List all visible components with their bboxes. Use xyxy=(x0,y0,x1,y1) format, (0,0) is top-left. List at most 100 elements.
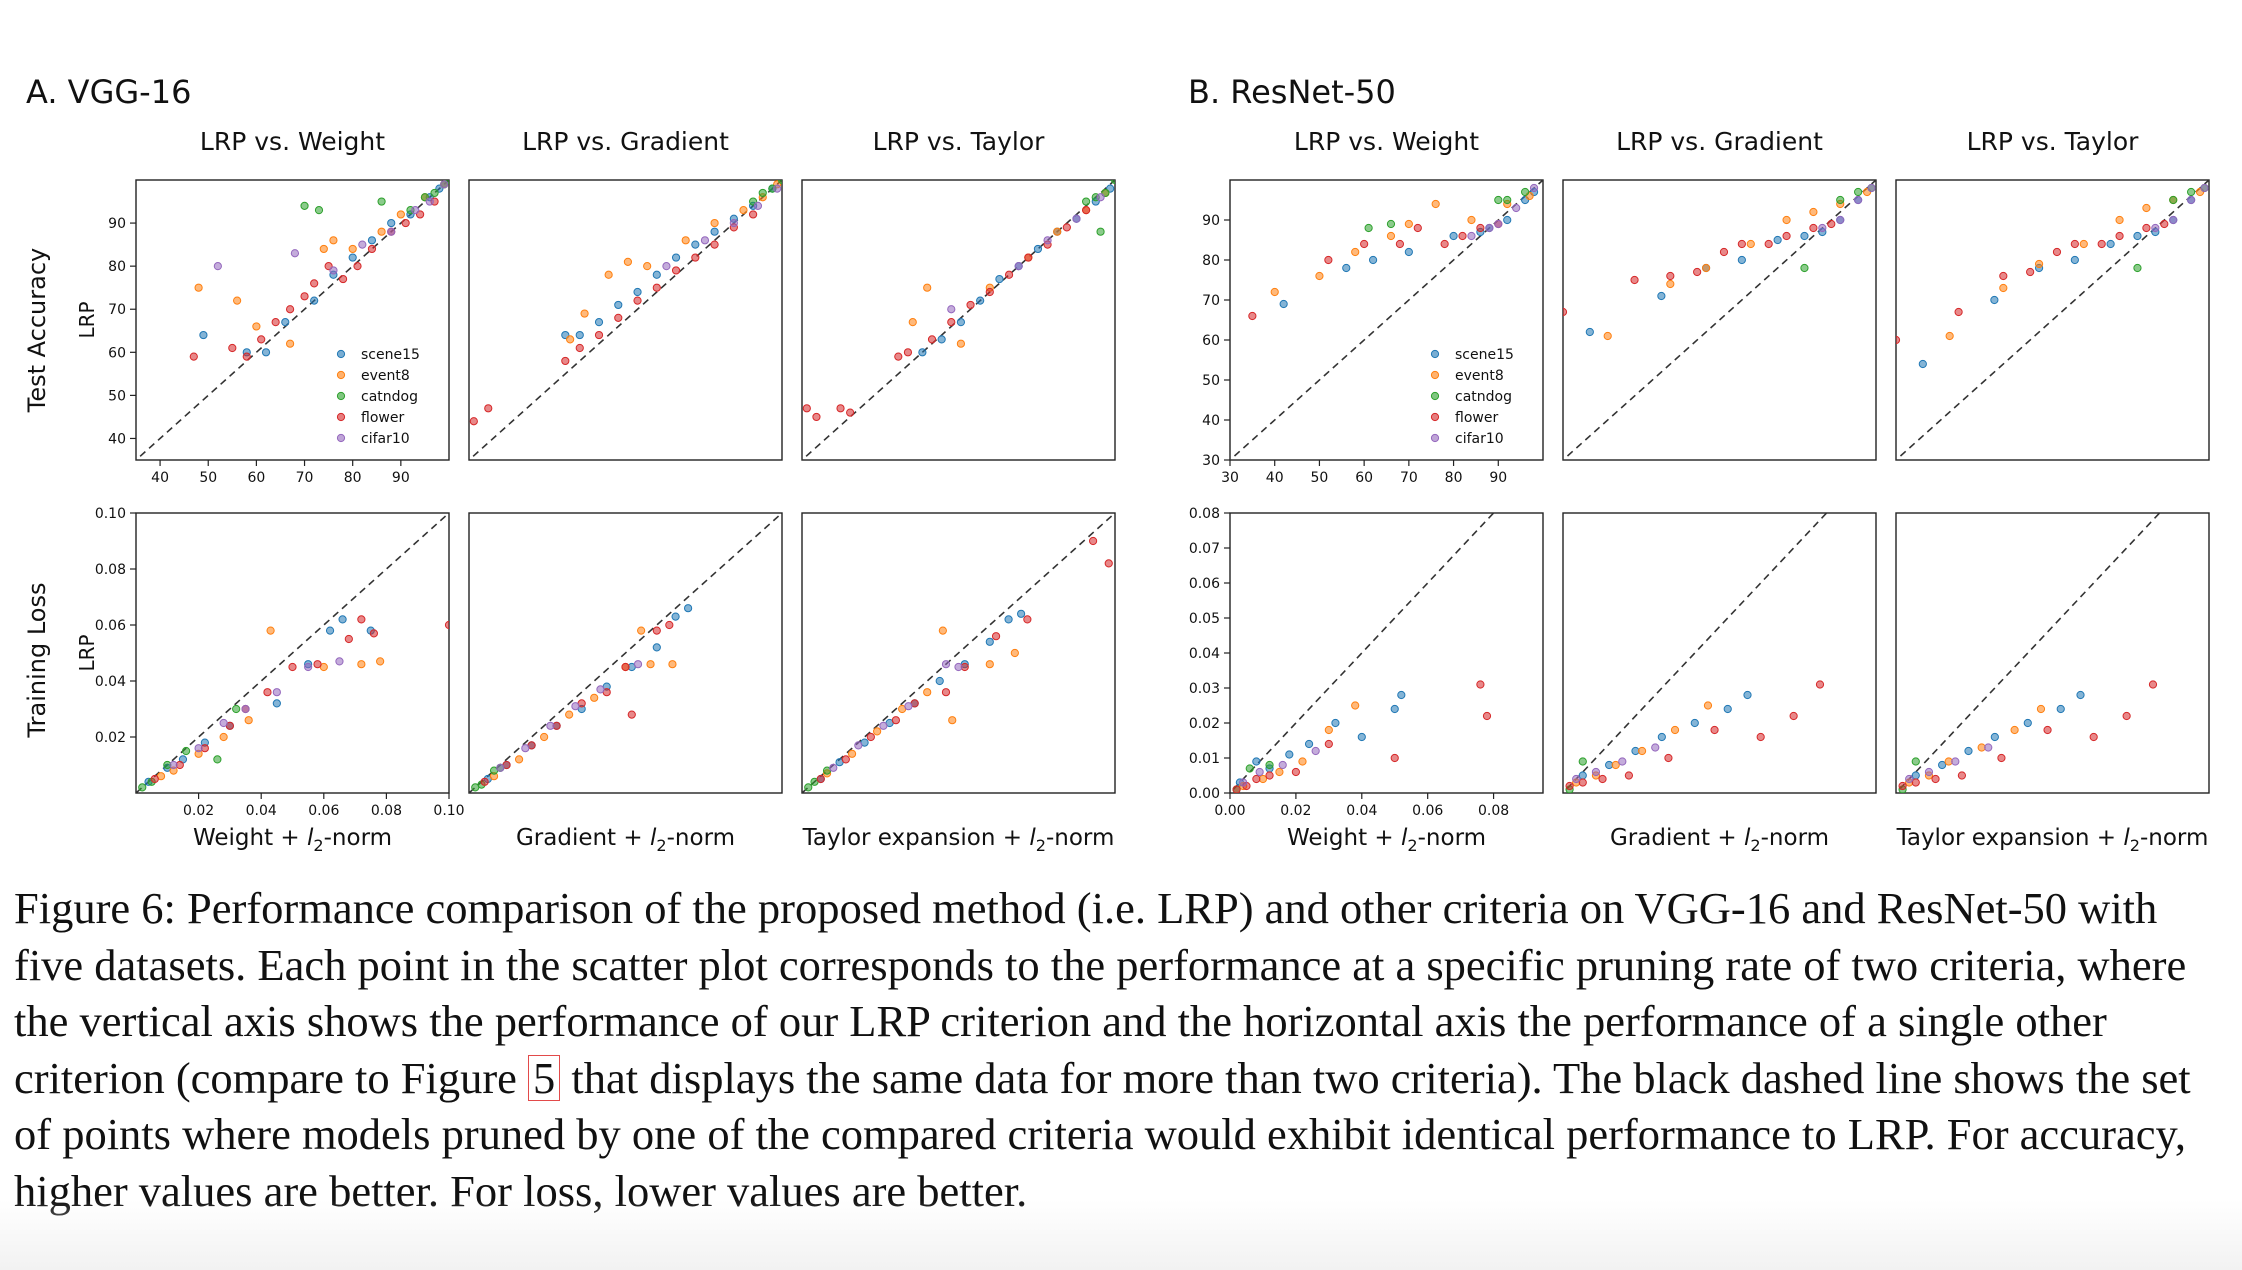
point-flower xyxy=(1291,767,1300,777)
point-event8 xyxy=(285,339,295,348)
chart-panel-11: Gradient + l2-norm xyxy=(1562,512,1877,855)
point-cifar10 xyxy=(773,184,782,193)
point-flower xyxy=(749,210,758,219)
x-axis-label: Taylor expansion + l2-norm xyxy=(1896,825,2209,855)
point-cifar10 xyxy=(954,662,963,672)
point-scene15 xyxy=(1990,295,1999,305)
point-cifar10 xyxy=(1867,183,1876,193)
point-flower xyxy=(894,352,903,361)
point-catndog xyxy=(1800,263,1809,273)
point-flower xyxy=(1789,711,1798,721)
x-tick-label: 50 xyxy=(199,470,217,486)
x-axis-label: Taylor expansion + l2-norm xyxy=(802,825,1115,855)
point-cifar10 xyxy=(213,262,222,271)
point-scene15 xyxy=(1390,704,1399,714)
point-flower xyxy=(1999,271,2008,281)
point-catndog xyxy=(758,188,767,198)
point-cifar10 xyxy=(1854,195,1863,205)
point-cifar10 xyxy=(1485,223,1494,233)
legend-label-catndog: catndog xyxy=(1455,389,1512,405)
point-cifar10 xyxy=(440,180,449,189)
point-cifar10 xyxy=(1096,193,1105,202)
x-tick-label: 0.04 xyxy=(246,803,277,819)
point-event8 xyxy=(1701,263,1711,273)
point-cifar10 xyxy=(2151,223,2160,233)
x-tick-label: 50 xyxy=(1311,470,1329,486)
point-flower xyxy=(1023,615,1032,624)
point-scene15 xyxy=(272,699,281,708)
point-cifar10 xyxy=(700,236,710,245)
point-cifar10 xyxy=(241,704,250,714)
point-flower xyxy=(1737,239,1746,249)
point-flower xyxy=(1827,219,1836,229)
figure-caption: Figure 6: Performance comparison of the … xyxy=(14,880,2228,1219)
point-scene15 xyxy=(1503,215,1512,225)
point-catndog xyxy=(2169,195,2178,205)
point-scene15 xyxy=(1449,231,1458,241)
legend-label-cifar10: cifar10 xyxy=(1455,431,1504,447)
point-scene15 xyxy=(1279,299,1288,309)
point-event8 xyxy=(948,716,957,725)
point-scene15 xyxy=(1033,244,1043,254)
point-cifar10 xyxy=(1836,215,1845,225)
point-catndog xyxy=(213,755,222,764)
point-flower xyxy=(947,318,956,327)
point-catndog xyxy=(1110,180,1115,185)
x-tick-label: 0.08 xyxy=(371,803,402,819)
y-tick-label: 0.06 xyxy=(1189,576,1220,592)
y-tick-label: 70 xyxy=(1202,293,1220,309)
point-event8 xyxy=(2036,704,2046,714)
panel-title: LRP vs. Taylor xyxy=(873,127,1046,156)
point-scene15 xyxy=(671,253,681,262)
point-cifar10 xyxy=(753,201,763,210)
point-scene15 xyxy=(956,318,966,327)
point-flower xyxy=(480,777,489,786)
point-scene15 xyxy=(1368,255,1378,265)
panel-plot-area xyxy=(802,513,1115,793)
figure-reference-link[interactable]: 5 xyxy=(528,1054,561,1101)
chart-panel-3: LRP vs. Taylor xyxy=(801,127,1116,461)
panel-plot-area xyxy=(1563,513,1828,793)
x-tick-label: 80 xyxy=(1445,470,1463,486)
point-flower xyxy=(1395,239,1405,249)
panel-plot-area xyxy=(136,513,449,793)
point-cifar10 xyxy=(1255,767,1264,777)
point-catndog xyxy=(2133,263,2142,273)
legend-marker-catndog xyxy=(1430,391,1440,401)
point-event8 xyxy=(1324,725,1333,735)
point-scene15 xyxy=(325,626,335,635)
point-scene15 xyxy=(937,335,946,344)
chart-panel-6: LRP vs. Taylor xyxy=(1895,127,2210,461)
point-catndog xyxy=(804,783,813,792)
point-cifar10 xyxy=(941,660,951,669)
point-cifar10 xyxy=(1591,767,1601,777)
point-event8 xyxy=(2115,215,2124,225)
point-cifar10 xyxy=(219,718,228,728)
point-event8 xyxy=(637,626,646,635)
point-flower xyxy=(1630,275,1639,285)
point-flower xyxy=(189,352,198,361)
point-scene15 xyxy=(671,612,680,621)
point-cifar10 xyxy=(1043,236,1052,245)
point-cifar10 xyxy=(729,218,738,228)
point-cifar10 xyxy=(1512,203,1521,213)
point-event8 xyxy=(1351,247,1360,257)
point-event8 xyxy=(1431,199,1440,209)
point-event8 xyxy=(1603,331,1612,341)
panel-title: LRP vs. Taylor xyxy=(1967,127,2140,156)
point-flower xyxy=(2097,239,2106,249)
point-catndog xyxy=(300,201,309,210)
point-cifar10 xyxy=(947,305,956,314)
point-flower xyxy=(627,710,636,719)
point-cifar10 xyxy=(1924,767,1934,777)
point-flower xyxy=(1719,247,1729,257)
y-tick-label: 0.08 xyxy=(95,562,126,578)
point-scene15 xyxy=(1690,718,1699,728)
y-tick-label: 0.03 xyxy=(1189,681,1220,697)
point-cifar10 xyxy=(1529,183,1539,193)
legend-label-event8: event8 xyxy=(1455,368,1504,384)
point-event8 xyxy=(739,206,748,215)
point-flower xyxy=(903,348,913,357)
point-event8 xyxy=(1404,219,1413,229)
legend-marker-event8 xyxy=(336,370,346,380)
